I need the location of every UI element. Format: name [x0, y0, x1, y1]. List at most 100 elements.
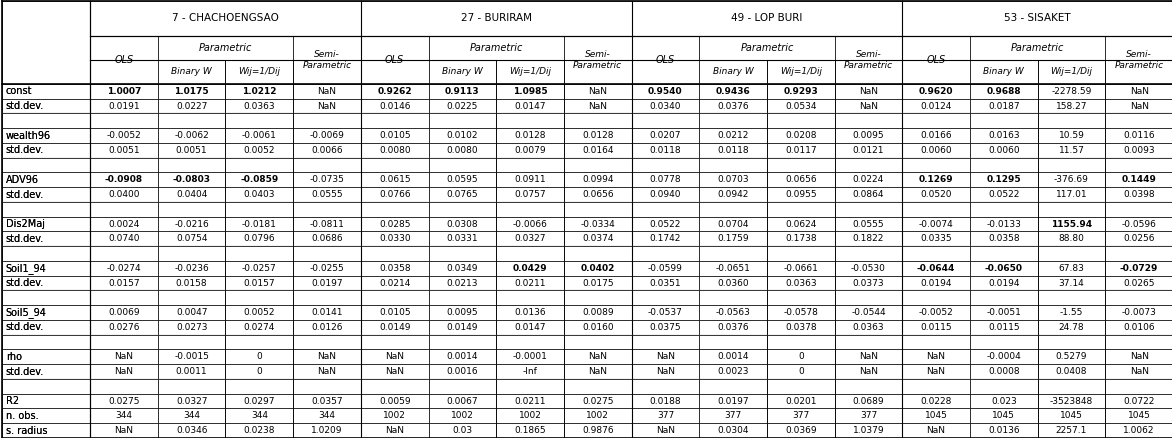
Bar: [699, 423, 767, 438]
Bar: [902, 364, 970, 379]
Bar: [361, 173, 428, 187]
Text: 1.0985: 1.0985: [513, 87, 548, 96]
Bar: [293, 261, 361, 276]
Bar: [1038, 335, 1105, 350]
Text: 0.0375: 0.0375: [650, 323, 682, 332]
Text: 0.1449: 0.1449: [1121, 175, 1157, 184]
Bar: [496, 423, 564, 438]
Text: 0.0911: 0.0911: [514, 175, 545, 184]
Bar: [428, 158, 496, 173]
Bar: [1105, 246, 1173, 261]
Bar: [1105, 36, 1173, 84]
Text: 0.0197: 0.0197: [311, 279, 343, 288]
Bar: [428, 276, 496, 290]
Bar: [699, 231, 767, 246]
Bar: [564, 246, 631, 261]
Text: 0.0940: 0.0940: [650, 190, 682, 199]
Text: 344: 344: [251, 411, 267, 420]
Bar: [90, 379, 158, 394]
Bar: [902, 379, 970, 394]
Text: NaN: NaN: [859, 352, 877, 361]
Text: Soil5_94: Soil5_94: [6, 307, 47, 318]
Text: rho: rho: [6, 352, 22, 362]
Bar: [90, 128, 158, 143]
Text: 0.0093: 0.0093: [1124, 146, 1155, 155]
Bar: [631, 217, 699, 231]
Text: 0.0285: 0.0285: [379, 219, 411, 229]
Bar: [699, 60, 767, 84]
Bar: [2, 84, 90, 99]
Bar: [361, 113, 428, 128]
Bar: [1038, 202, 1105, 217]
Bar: [496, 350, 564, 364]
Bar: [496, 143, 564, 158]
Text: 0.0194: 0.0194: [921, 279, 951, 288]
Text: 0.0163: 0.0163: [988, 131, 1019, 140]
Bar: [564, 335, 631, 350]
Text: 0.0105: 0.0105: [379, 131, 411, 140]
Bar: [293, 187, 361, 202]
Bar: [361, 1, 631, 36]
Bar: [1105, 290, 1173, 305]
Bar: [158, 84, 225, 99]
Text: 0.0351: 0.0351: [650, 279, 682, 288]
Bar: [767, 173, 835, 187]
Bar: [90, 364, 158, 379]
Bar: [225, 335, 293, 350]
Bar: [293, 36, 361, 84]
Text: 67.83: 67.83: [1058, 264, 1084, 273]
Text: std.dev.: std.dev.: [6, 190, 45, 200]
Bar: [428, 364, 496, 379]
Text: 0.0330: 0.0330: [379, 234, 411, 244]
Text: NaN: NaN: [588, 102, 608, 110]
Bar: [2, 350, 90, 364]
Text: -0.0650: -0.0650: [985, 264, 1023, 273]
Bar: [90, 276, 158, 290]
Bar: [835, 409, 902, 423]
Bar: [970, 276, 1038, 290]
Bar: [970, 128, 1038, 143]
Text: 0.0069: 0.0069: [108, 308, 140, 317]
Bar: [2, 261, 90, 276]
Text: std.dev.: std.dev.: [6, 367, 45, 377]
Bar: [631, 320, 699, 335]
Bar: [293, 335, 361, 350]
Text: NaN: NaN: [318, 102, 337, 110]
Bar: [902, 113, 970, 128]
Bar: [631, 290, 699, 305]
Text: 0.0060: 0.0060: [921, 146, 952, 155]
Bar: [2, 1, 90, 84]
Bar: [631, 36, 699, 84]
Text: 88.80: 88.80: [1058, 234, 1084, 244]
Bar: [496, 231, 564, 246]
Text: 0.9113: 0.9113: [445, 87, 480, 96]
Bar: [902, 320, 970, 335]
Bar: [699, 173, 767, 187]
Text: 344: 344: [115, 411, 133, 420]
Bar: [496, 113, 564, 128]
Bar: [1038, 217, 1105, 231]
Bar: [158, 335, 225, 350]
Text: 0.0121: 0.0121: [853, 146, 884, 155]
Bar: [158, 143, 225, 158]
Text: 1045: 1045: [992, 411, 1016, 420]
Text: 0.0358: 0.0358: [379, 264, 411, 273]
Text: 0.0555: 0.0555: [853, 219, 884, 229]
Bar: [428, 409, 496, 423]
Bar: [2, 158, 90, 173]
Bar: [564, 409, 631, 423]
Bar: [158, 128, 225, 143]
Bar: [1105, 379, 1173, 394]
Text: 0.0211: 0.0211: [514, 397, 545, 406]
Bar: [428, 84, 496, 99]
Text: 1045: 1045: [1127, 411, 1151, 420]
Bar: [158, 409, 225, 423]
Text: std.dev.: std.dev.: [6, 367, 45, 377]
Text: 0.0766: 0.0766: [379, 190, 411, 199]
Bar: [631, 423, 699, 438]
Bar: [1105, 187, 1173, 202]
Bar: [293, 84, 361, 99]
Bar: [496, 202, 564, 217]
Bar: [970, 335, 1038, 350]
Bar: [225, 99, 293, 113]
